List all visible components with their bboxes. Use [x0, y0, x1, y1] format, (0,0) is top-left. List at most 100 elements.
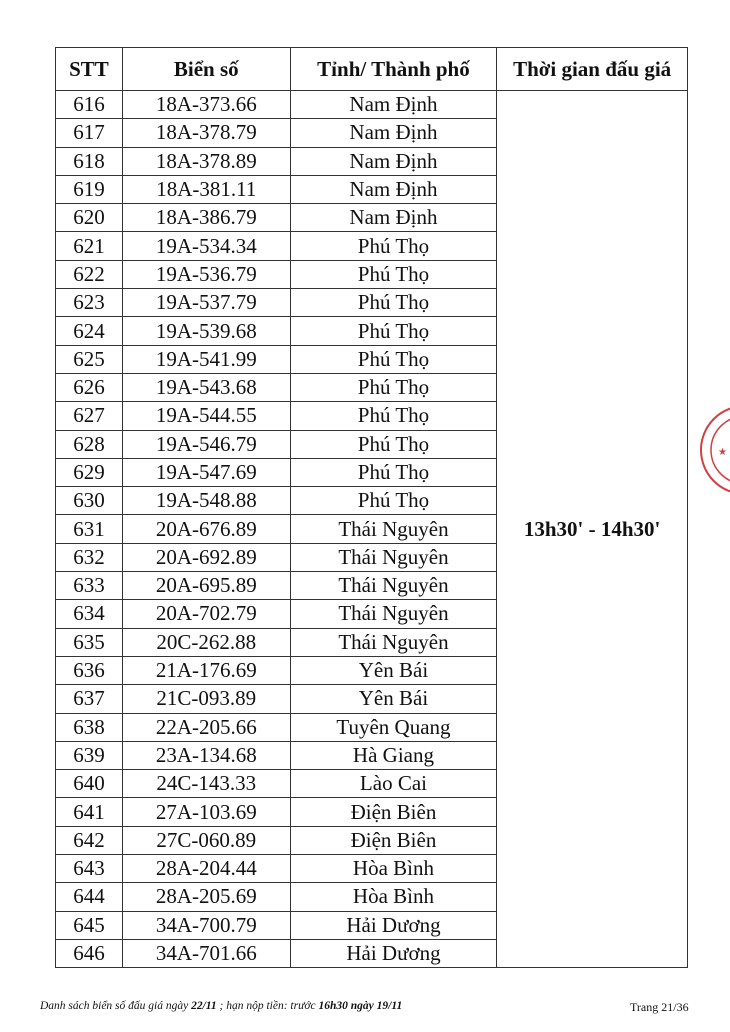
cell-stt: 637 — [55, 684, 123, 714]
seal-stamp: ★ — [700, 407, 730, 493]
cell-stt: 633 — [55, 571, 123, 601]
cell-stt: 616 — [55, 89, 123, 120]
footer-date: 22/11 — [191, 1000, 217, 1012]
cell-province: Điện Biên — [289, 797, 498, 827]
cell-stt: 617 — [55, 118, 123, 148]
cell-plate: 18A-373.66 — [121, 89, 291, 120]
cell-stt: 631 — [55, 514, 123, 544]
cell-stt: 646 — [55, 938, 123, 969]
cell-plate: 18A-386.79 — [121, 203, 291, 233]
cell-stt: 635 — [55, 627, 123, 657]
table-row: 624 19A-539.68 Phú Thọ — [55, 316, 688, 346]
svg-text:★: ★ — [718, 447, 727, 458]
table-row: 621 19A-534.34 Phú Thọ — [55, 231, 688, 261]
cell-province: Thái Nguyên — [289, 542, 498, 573]
cell-plate: 28A-205.69 — [121, 882, 291, 912]
cell-plate: 34A-701.66 — [121, 938, 291, 969]
table-row: 633 20A-695.89 Thái Nguyên — [55, 571, 688, 601]
cell-stt: 625 — [55, 344, 123, 374]
cell-stt: 622 — [55, 259, 123, 290]
table-row: 639 23A-134.68 Hà Giang — [55, 740, 688, 771]
cell-plate: 18A-381.11 — [121, 174, 291, 205]
cell-plate: 20A-676.89 — [121, 514, 291, 544]
table-row: 634 20A-702.79 Thái Nguyên — [55, 599, 688, 629]
table-row: 646 34A-701.66 Hải Dương — [55, 938, 688, 969]
cell-plate: 34A-700.79 — [121, 910, 291, 940]
cell-plate: 19A-547.69 — [121, 457, 291, 488]
header-time: Thời gian đấu giá — [496, 47, 688, 91]
cell-stt: 634 — [55, 599, 123, 629]
footer-prefix: Danh sách biển số đấu giá ngày — [40, 1000, 192, 1012]
cell-plate: 19A-546.79 — [121, 429, 291, 459]
cell-stt: 623 — [55, 288, 123, 318]
cell-plate: 21C-093.89 — [121, 684, 291, 714]
cell-province: Yên Bái — [289, 684, 498, 714]
header-plate: Biển số — [121, 47, 291, 91]
cell-province: Lào Cai — [289, 769, 498, 799]
table-row: 643 28A-204.44 Hòa Bình — [55, 854, 688, 884]
cell-plate: 27A-103.69 — [121, 797, 291, 827]
cell-province: Yên Bái — [289, 655, 498, 686]
table-row: 644 28A-205.69 Hòa Bình — [55, 882, 688, 912]
footer-note: Danh sách biển số đấu giá ngày 22/11 ; h… — [40, 1000, 402, 1012]
table-row: 617 18A-378.79 Nam Định — [55, 118, 688, 148]
cell-stt: 638 — [55, 712, 123, 742]
table-row: 627 19A-544.55 Phú Thọ — [55, 401, 688, 431]
table-row: 636 21A-176.69 Yên Bái — [55, 655, 688, 686]
plate-auction-table: STT Biển số Tỉnh/ Thành phố Thời gian đấ… — [55, 47, 688, 969]
cell-province: Phú Thọ — [289, 259, 498, 290]
cell-stt: 640 — [55, 769, 123, 799]
cell-stt: 642 — [55, 825, 123, 856]
table-row: 630 19A-548.88 Phú Thọ — [55, 486, 688, 516]
cell-province: Phú Thọ — [289, 231, 498, 261]
cell-plate: 19A-543.68 — [121, 372, 291, 403]
cell-province: Hà Giang — [289, 740, 498, 771]
cell-province: Điện Biên — [289, 825, 498, 856]
table-row: 645 34A-700.79 Hải Dương — [55, 910, 688, 940]
cell-province: Phú Thọ — [289, 457, 498, 488]
table-row: 619 18A-381.11 Nam Định — [55, 174, 688, 205]
cell-province: Hòa Bình — [289, 854, 498, 884]
cell-auction-time: 13h30' - 14h30' — [496, 89, 688, 969]
table-row: 625 19A-541.99 Phú Thọ — [55, 344, 688, 374]
cell-province: Nam Định — [289, 89, 498, 120]
cell-plate: 24C-143.33 — [121, 769, 291, 799]
table-row: 638 22A-205.66 Tuyên Quang — [55, 712, 688, 742]
cell-stt: 624 — [55, 316, 123, 346]
cell-province: Thái Nguyên — [289, 627, 498, 657]
cell-plate: 20A-692.89 — [121, 542, 291, 573]
table-row: 628 19A-546.79 Phú Thọ — [55, 429, 688, 459]
cell-stt: 639 — [55, 740, 123, 771]
table-row: 629 19A-547.69 Phú Thọ — [55, 457, 688, 488]
cell-stt: 628 — [55, 429, 123, 459]
table-row: 620 18A-386.79 Nam Định — [55, 203, 688, 233]
cell-province: Hải Dương — [289, 910, 498, 940]
cell-plate: 20A-695.89 — [121, 571, 291, 601]
cell-stt: 627 — [55, 401, 123, 431]
cell-province: Phú Thọ — [289, 401, 498, 431]
cell-plate: 21A-176.69 — [121, 655, 291, 686]
cell-province: Nam Định — [289, 146, 498, 176]
cell-province: Hải Dương — [289, 938, 498, 969]
cell-plate: 19A-539.68 — [121, 316, 291, 346]
table-row: 635 20C-262.88 Thái Nguyên — [55, 627, 688, 657]
table-row: 641 27A-103.69 Điện Biên — [55, 797, 688, 827]
cell-plate: 19A-548.88 — [121, 486, 291, 516]
cell-plate: 18A-378.79 — [121, 118, 291, 148]
cell-plate: 23A-134.68 — [121, 740, 291, 771]
cell-plate: 18A-378.89 — [121, 146, 291, 176]
cell-plate: 19A-536.79 — [121, 259, 291, 290]
cell-plate: 19A-544.55 — [121, 401, 291, 431]
cell-province: Thái Nguyên — [289, 599, 498, 629]
cell-province: Thái Nguyên — [289, 514, 498, 544]
cell-province: Phú Thọ — [289, 372, 498, 403]
cell-province: Phú Thọ — [289, 486, 498, 516]
cell-stt: 620 — [55, 203, 123, 233]
table-row: 642 27C-060.89 Điện Biên — [55, 825, 688, 856]
cell-province: Phú Thọ — [289, 344, 498, 374]
cell-stt: 621 — [55, 231, 123, 261]
cell-stt: 644 — [55, 882, 123, 912]
cell-stt: 619 — [55, 174, 123, 205]
header-province: Tỉnh/ Thành phố — [289, 47, 498, 91]
cell-province: Nam Định — [289, 118, 498, 148]
